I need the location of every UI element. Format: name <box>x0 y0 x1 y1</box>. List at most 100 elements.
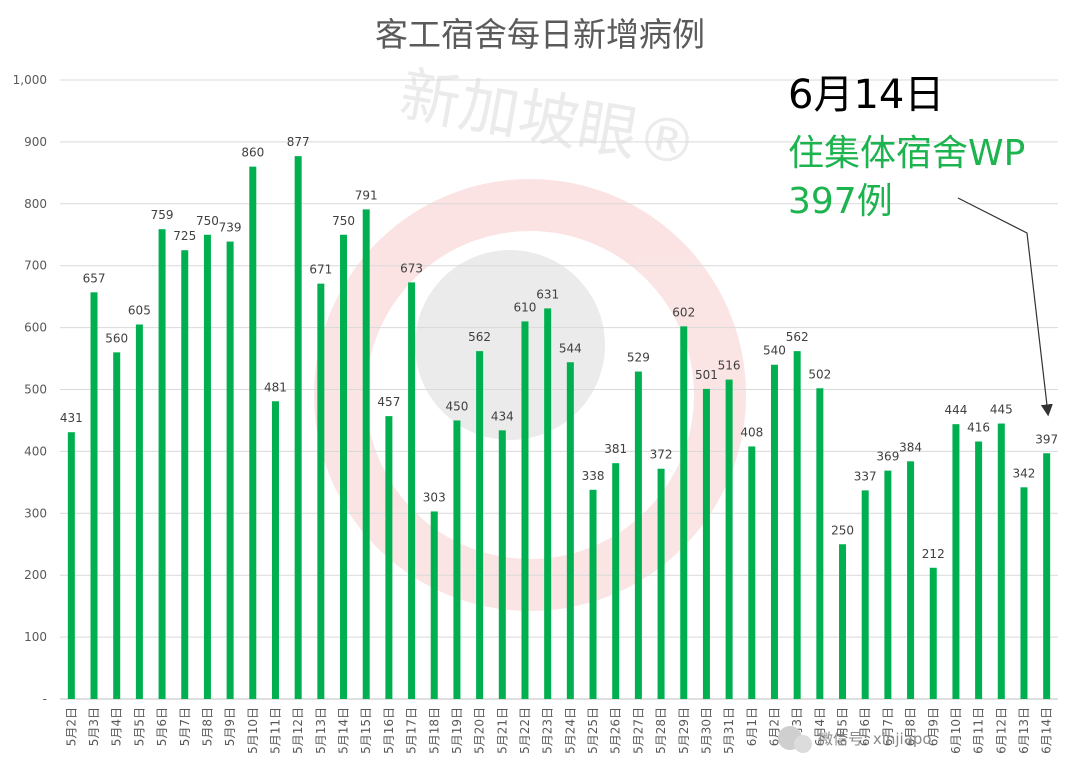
x-tick-label: 6月1日 <box>745 707 759 746</box>
bar-5月13日 <box>317 283 325 699</box>
x-tick-label: 5月13日 <box>314 707 328 754</box>
data-label: 397 <box>1035 432 1058 446</box>
bar-6月13日 <box>1020 487 1028 699</box>
y-tick-label: 600 <box>24 321 47 335</box>
bar-6月4日 <box>816 388 824 699</box>
annotation-line1: 住集体宿舍WP <box>788 133 1025 174</box>
bar-5月30日 <box>702 388 710 699</box>
bar-5月19日 <box>453 420 461 699</box>
x-tick-label: 6月8日 <box>904 707 918 746</box>
bar-5月7日 <box>181 250 189 699</box>
bar-5月20日 <box>476 351 484 699</box>
bar-5月10日 <box>249 166 257 699</box>
x-tick-label: 5月15日 <box>359 707 373 754</box>
data-label: 445 <box>990 403 1013 417</box>
data-label: 671 <box>309 263 332 277</box>
x-tick-label: 5月7日 <box>178 707 192 746</box>
x-tick-label: 5月5日 <box>132 707 146 746</box>
bar-5月2日 <box>67 432 75 699</box>
annotation-line2: 397例 <box>788 181 893 222</box>
bar-6月12日 <box>997 423 1005 699</box>
x-tick-label: 6月14日 <box>1040 707 1054 754</box>
bar-5月23日 <box>544 308 552 699</box>
x-tick-label: 5月21日 <box>495 707 509 754</box>
data-label: 444 <box>944 403 967 417</box>
bar-5月24日 <box>566 362 574 699</box>
bar-6月1日 <box>748 446 756 699</box>
x-tick-label: 5月25日 <box>586 707 600 754</box>
y-tick-label: 1,000 <box>13 73 47 87</box>
x-tick-label: 5月10日 <box>246 707 260 754</box>
bar-5月17日 <box>408 282 416 699</box>
bar-5月11日 <box>271 401 279 699</box>
y-tick-label: 900 <box>24 135 47 149</box>
data-label: 342 <box>1013 466 1036 480</box>
bar-5月8日 <box>203 234 211 699</box>
x-tick-label: 5月8日 <box>200 707 214 746</box>
bar-5月26日 <box>612 463 620 699</box>
bar-5月12日 <box>294 156 302 700</box>
bar-5月22日 <box>521 321 529 699</box>
x-tick-label: 6月7日 <box>881 707 895 746</box>
bar-5月16日 <box>385 416 393 699</box>
data-label: 540 <box>763 344 786 358</box>
y-tick-label: 100 <box>24 630 47 644</box>
data-label: 631 <box>536 287 559 301</box>
bar-5月9日 <box>226 241 234 699</box>
bar-series <box>67 156 1051 700</box>
bar-5月25日 <box>589 489 597 699</box>
bar-5月21日 <box>498 430 506 699</box>
y-tick-label: - <box>43 692 47 706</box>
bar-6月6日 <box>861 490 869 699</box>
bar-5月15日 <box>362 209 370 699</box>
bar-6月11日 <box>975 441 983 699</box>
data-label: 250 <box>831 523 854 537</box>
x-tick-label: 5月29日 <box>677 707 691 754</box>
bar-5月27日 <box>634 371 642 699</box>
data-label: 450 <box>445 399 468 413</box>
data-label: 759 <box>151 208 174 222</box>
x-tick-label: 5月9日 <box>223 707 237 746</box>
x-tick-label: 5月12日 <box>291 707 305 754</box>
x-tick-label: 6月11日 <box>972 707 986 754</box>
x-tick-label: 5月6日 <box>155 707 169 746</box>
x-tick-label: 5月20日 <box>473 707 487 754</box>
data-label: 457 <box>377 395 400 409</box>
data-label: 750 <box>196 214 219 228</box>
data-label: 431 <box>60 411 83 425</box>
x-tick-label: 6月6日 <box>858 707 872 746</box>
x-tick-label: 5月22日 <box>518 707 532 754</box>
data-label: 673 <box>400 261 423 275</box>
data-label: 372 <box>650 448 673 462</box>
x-tick-label: 6月13日 <box>1017 707 1031 754</box>
x-tick-label: 6月5日 <box>836 707 850 746</box>
bar-6月2日 <box>770 364 778 699</box>
bar-5月18日 <box>430 511 438 699</box>
data-label: 381 <box>604 442 627 456</box>
x-tick-label: 5月31日 <box>722 707 736 754</box>
data-label: 416 <box>967 420 990 434</box>
data-label: 384 <box>899 440 922 454</box>
data-label: 791 <box>355 188 378 202</box>
data-label: 562 <box>786 330 809 344</box>
x-tick-label: 5月24日 <box>563 707 577 754</box>
bar-6月8日 <box>907 461 915 699</box>
data-label: 605 <box>128 304 151 318</box>
x-tick-label: 5月16日 <box>382 707 396 754</box>
wechat-id: 微信号: xinjiapo <box>818 730 932 748</box>
data-label: 303 <box>423 490 446 504</box>
y-tick-label: 700 <box>24 259 47 273</box>
x-tick-label: 6月10日 <box>949 707 963 754</box>
data-label: 725 <box>173 229 196 243</box>
x-axis: 5月2日 5月3日 5月4日 5月5日 5月6日 5月7日 5月8日 5月9日 5月10日 5月1… <box>64 707 1053 754</box>
data-label: 408 <box>740 425 763 439</box>
x-tick-label: 6月9日 <box>926 707 940 746</box>
bar-5月29日 <box>680 326 688 699</box>
bar-6月9日 <box>929 567 937 699</box>
x-tick-label: 5月19日 <box>450 707 464 754</box>
y-tick-label: 300 <box>24 506 47 520</box>
y-tick-label: 400 <box>24 444 47 458</box>
bar-5月28日 <box>657 468 665 699</box>
bar-6月14日 <box>1043 453 1051 699</box>
